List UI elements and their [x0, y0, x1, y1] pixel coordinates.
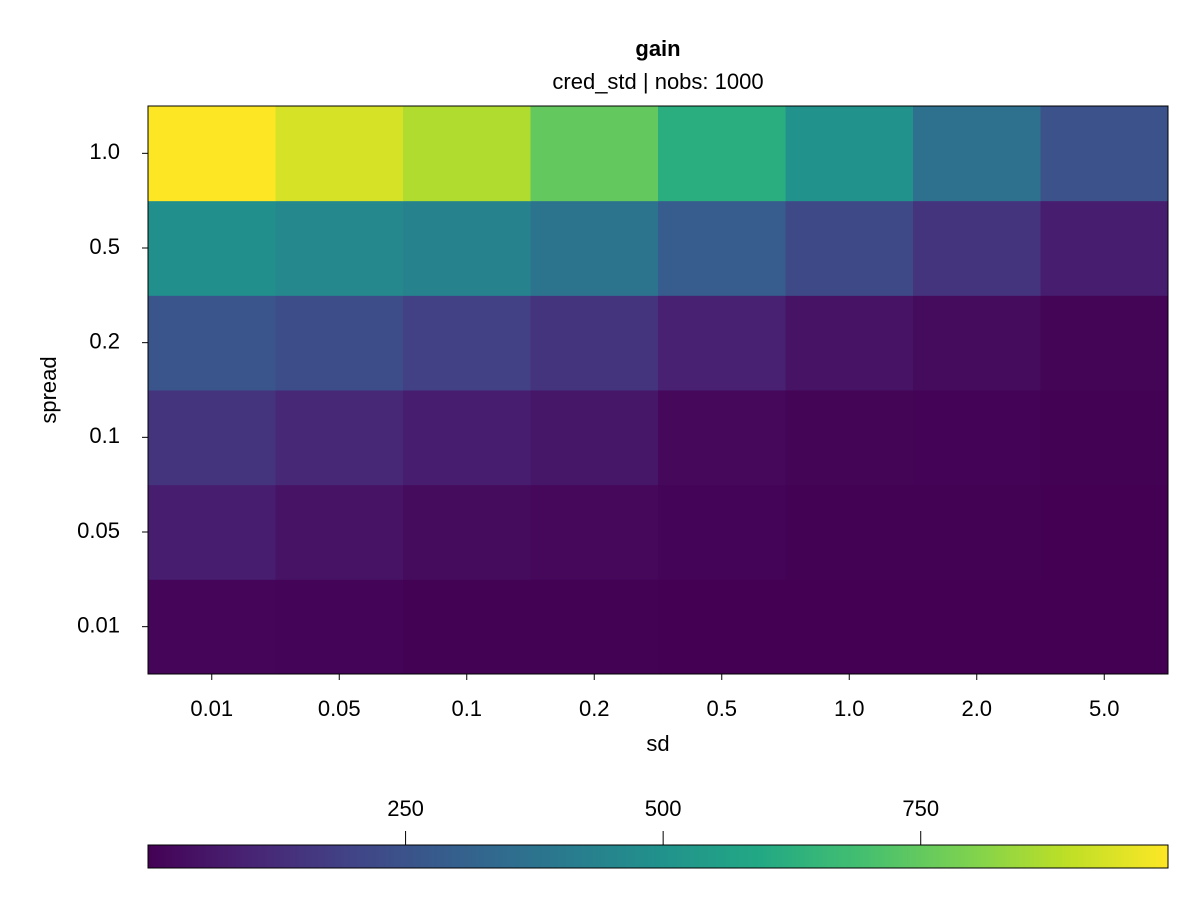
heatmap-cell	[1040, 106, 1169, 202]
heatmap-cell	[148, 390, 276, 486]
heatmap-cell	[275, 106, 404, 202]
y-axis-label: spread	[36, 356, 61, 423]
colorbar	[147, 844, 1169, 869]
heatmap-cell	[403, 295, 531, 391]
heatmap-cell	[785, 579, 914, 675]
x-tick-label: 5.0	[1089, 696, 1120, 721]
heatmap-cell	[658, 295, 786, 391]
heatmap-cell	[403, 484, 531, 580]
x-tick-label: 0.01	[190, 696, 233, 721]
plot-frame	[147, 105, 1169, 675]
heatmap-cell	[275, 200, 404, 296]
heatmap-cell	[148, 295, 276, 391]
x-tick-label: 0.1	[451, 696, 482, 721]
heatmap-cell	[913, 390, 1041, 486]
heatmap-cell	[658, 390, 786, 486]
heatmap-cell	[275, 390, 404, 486]
heatmap-cell	[658, 579, 786, 675]
x-tick-label: 1.0	[834, 696, 865, 721]
heatmap-cell	[530, 579, 659, 675]
y-tick-label: 0.01	[77, 612, 120, 637]
heatmap-cell	[913, 200, 1041, 296]
heatmap-cell	[403, 200, 531, 296]
heatmap-cell	[913, 484, 1041, 580]
heatmap-cell	[530, 295, 659, 391]
heatmap-cell	[913, 579, 1041, 675]
heatmap-cell	[403, 106, 531, 202]
chart-title: gain	[635, 36, 680, 61]
heatmap-cell	[1040, 579, 1169, 675]
heatmap-cell	[1040, 484, 1169, 580]
heatmap-cell	[913, 106, 1041, 202]
x-tick-label: 0.05	[318, 696, 361, 721]
heatmap-cell	[785, 295, 914, 391]
heatmap-cell	[148, 106, 276, 202]
heatmap-cell	[913, 295, 1041, 391]
x-axis-label: sd	[646, 731, 669, 756]
colorbar-tick-label: 750	[902, 796, 939, 821]
y-tick-label: 0.1	[89, 423, 120, 448]
heatmap-cell	[275, 295, 404, 391]
heatmap-cell	[275, 484, 404, 580]
colorbar-tick-label: 250	[387, 796, 424, 821]
x-tick-label: 0.2	[579, 696, 610, 721]
x-tick-label: 2.0	[961, 696, 992, 721]
heatmap-cell	[1040, 390, 1169, 486]
heatmap-cell	[530, 484, 659, 580]
heatmap-cell	[1040, 200, 1169, 296]
chart-subtitle: cred_std | nobs: 1000	[552, 69, 763, 94]
heatmap-cell	[403, 579, 531, 675]
heatmap-cell	[785, 200, 914, 296]
heatmap-cell	[658, 484, 786, 580]
heatmap-cell	[148, 484, 276, 580]
y-tick-label: 0.2	[89, 328, 120, 353]
heatmap-cell	[1040, 295, 1169, 391]
colorbar-tick-label: 500	[645, 796, 682, 821]
heatmap-cell	[785, 484, 914, 580]
heatmap-cell	[785, 106, 914, 202]
y-tick-label: 0.5	[89, 234, 120, 259]
heatmap-cell	[148, 200, 276, 296]
heatmap-cell	[658, 200, 786, 296]
heatmap-cell	[530, 200, 659, 296]
heatmap-cell	[530, 106, 659, 202]
heatmap-cell	[403, 390, 531, 486]
heatmap-cell	[785, 390, 914, 486]
heatmap-cell	[658, 106, 786, 202]
x-tick-label: 0.5	[706, 696, 737, 721]
heatmap-cell	[530, 390, 659, 486]
y-tick-label: 1.0	[89, 139, 120, 164]
heatmap-cell	[275, 579, 404, 675]
y-tick-label: 0.05	[77, 518, 120, 543]
heatmap-cell	[148, 579, 276, 675]
